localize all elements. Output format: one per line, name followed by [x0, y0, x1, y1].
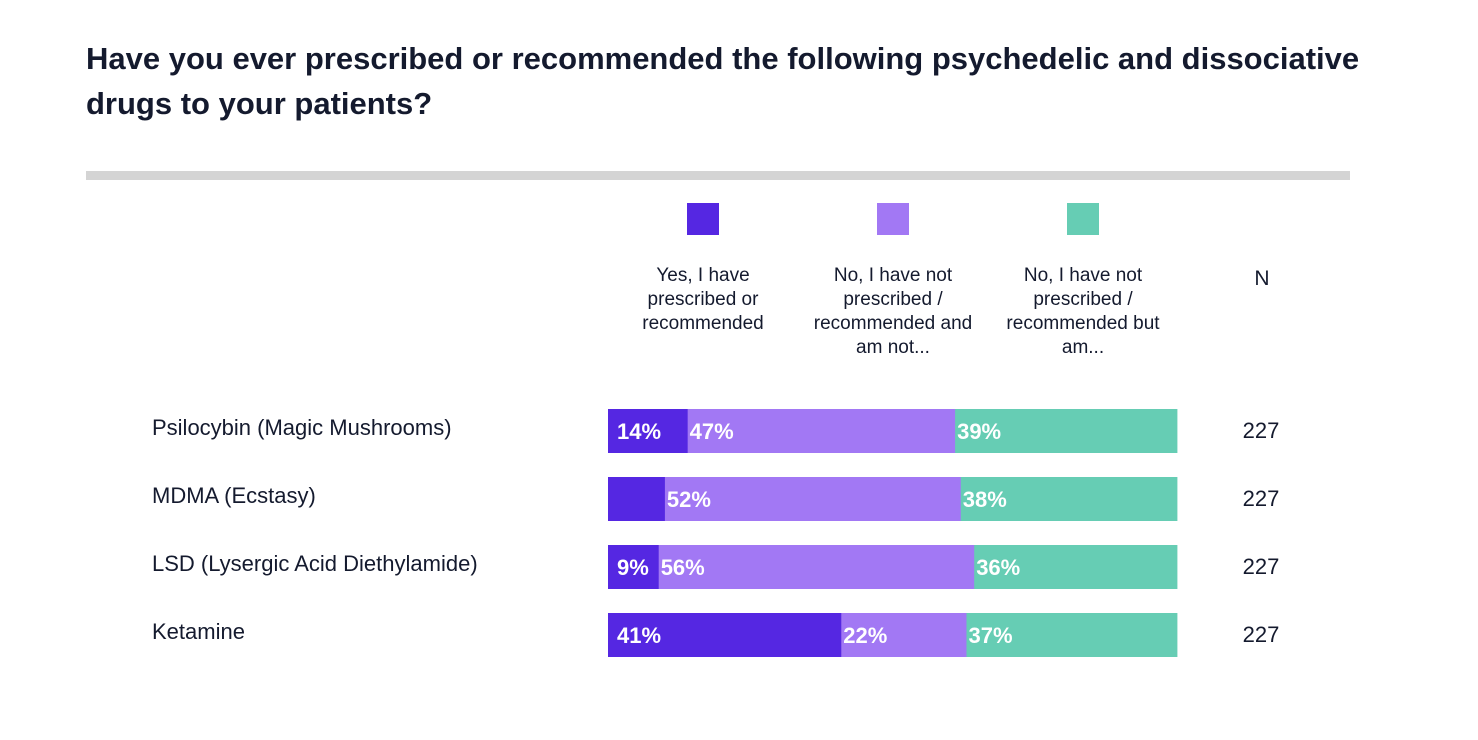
bar-value-label: 22% — [843, 623, 887, 648]
row-label-psilocybin: Psilocybin (Magic Mushrooms) — [152, 415, 452, 440]
bar-value-label: 39% — [957, 419, 1001, 444]
bar-segment-lsd-lysergic-s0 — [608, 545, 660, 589]
bar-value-label: 52% — [667, 487, 711, 512]
bar-segment-psilocybin-m-s1 — [687, 409, 956, 453]
n-value-lsd: 227 — [1242, 554, 1280, 579]
bar-value-label: 47% — [690, 419, 734, 444]
legend-swatch-yes — [687, 203, 719, 235]
bar-value-label: 9% — [617, 555, 649, 580]
n-column-header: N — [1254, 267, 1270, 290]
legend-swatch-no-not — [877, 203, 909, 235]
legend-label-no-not: No, I have not prescribed / recommended … — [813, 265, 973, 358]
bar-value-label: 37% — [968, 623, 1012, 648]
row-label-ketamine: Ketamine — [152, 619, 245, 644]
bar-value-label: 38% — [963, 487, 1007, 512]
bar-segment-psilocybin-m-s2 — [955, 409, 1178, 453]
n-value-mdma: 227 — [1242, 486, 1280, 511]
bar-segment-ketamine-s2 — [966, 613, 1178, 657]
bar-segment-mdma-ecstasy-s0 — [608, 477, 666, 521]
bar-segment-ketamine-s1 — [841, 613, 967, 657]
n-value-psilocybin: 227 — [1242, 418, 1280, 443]
bar-value-label: 56% — [661, 555, 705, 580]
bar-segment-mdma-ecstasy-s1 — [664, 477, 962, 521]
bar-segment-psilocybin-m-s0 — [608, 409, 689, 453]
legend-swatch-no-but — [1067, 203, 1099, 235]
header-divider — [86, 171, 1350, 180]
bar-segment-ketamine-s0 — [608, 613, 842, 657]
legend-label-no-but: No, I have not prescribed / recommended … — [1006, 265, 1160, 358]
bar-segment-lsd-lysergic-s2 — [974, 545, 1178, 589]
legend-label-yes: Yes, I have prescribed or recommended — [642, 265, 764, 334]
n-value-ketamine: 227 — [1242, 622, 1280, 647]
bar-value-label: 14% — [617, 419, 661, 444]
row-label-mdma: MDMA (Ecstasy) — [152, 483, 316, 508]
bar-segment-mdma-ecstasy-s2 — [960, 477, 1178, 521]
row-label-lsd: LSD (Lysergic Acid Diethylamide) — [152, 551, 478, 576]
bar-value-label: 41% — [617, 623, 661, 648]
bar-value-label: 36% — [976, 555, 1020, 580]
chart-title: Have you ever prescribed or recommended … — [86, 41, 1360, 121]
bar-segment-lsd-lysergic-s1 — [658, 545, 975, 589]
